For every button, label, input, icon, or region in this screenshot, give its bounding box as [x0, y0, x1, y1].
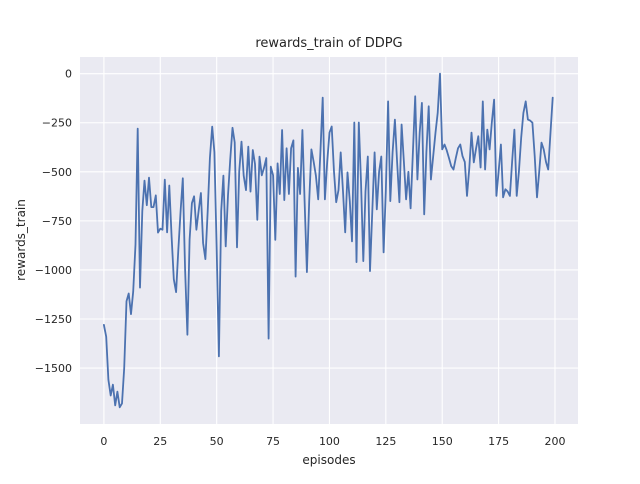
y-tick-label: −750 [42, 215, 72, 228]
y-tick-label: −1000 [35, 264, 72, 277]
x-tick-label: 125 [375, 435, 396, 448]
x-axis-label: episodes [302, 453, 355, 467]
y-tick-label: −1250 [35, 313, 72, 326]
y-axis-label: rewards_train [14, 199, 28, 281]
y-tick-label: −500 [42, 166, 72, 179]
y-tick-label: 0 [65, 68, 72, 81]
y-tick-label: −250 [42, 117, 72, 130]
x-tick-label: 25 [153, 435, 167, 448]
y-axis-tick-labels: 0 −250 −500 −750 −1000 −1250 −1500 [35, 68, 72, 375]
x-tick-label: 175 [488, 435, 509, 448]
x-tick-label: 200 [544, 435, 565, 448]
y-tick-label: −1500 [35, 362, 72, 375]
x-tick-label: 150 [432, 435, 453, 448]
x-tick-label: 0 [100, 435, 107, 448]
x-tick-label: 50 [210, 435, 224, 448]
chart-title: rewards_train of DDPG [255, 36, 402, 51]
x-tick-label: 100 [319, 435, 340, 448]
series-line-rewards-train [103, 72, 554, 409]
x-tick-label: 75 [266, 435, 280, 448]
x-axis-tick-labels: 0 25 50 75 100 125 150 175 200 [100, 435, 565, 448]
